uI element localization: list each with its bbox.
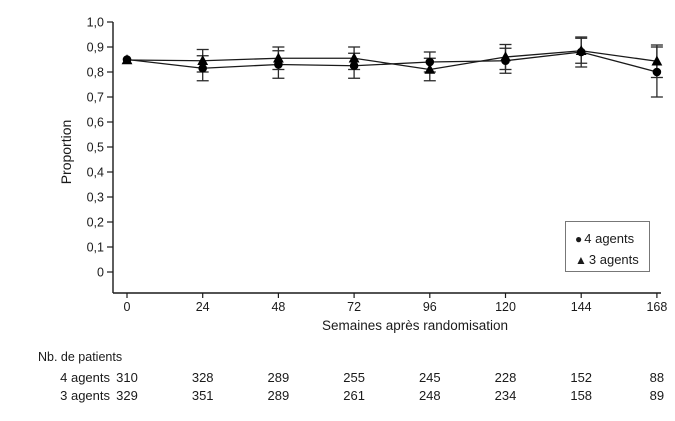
y-axis-title: Proportion [58,119,74,185]
filled-circle-icon: ● [575,231,583,246]
table-cell: 310 [116,370,138,385]
table-row-label: 3 agents [60,388,110,403]
x-tick-label: 96 [423,300,437,314]
table-row: 3 agents 329 351 289 261 248 234 158 89 [0,388,675,404]
table-cell: 328 [191,370,214,385]
table-cell: 261 [343,388,365,403]
markers-3-agents [121,44,663,74]
line-3-agents [126,50,657,71]
x-tick-label: 24 [196,300,210,314]
table-cell: 89 [649,388,665,403]
x-tick-label: 144 [571,300,592,314]
x-tick-label: 168 [646,300,667,314]
table-row-label: 4 agents [60,370,110,385]
y-tick-label: 1,0 [87,16,104,30]
y-tick-label: 0,9 [87,41,104,55]
y-tick-label: 0,8 [87,66,104,80]
table-cell: 351 [191,388,214,403]
table-cell: 152 [570,370,593,385]
filled-triangle-icon: ▲ [575,252,587,267]
x-tick-label: 72 [347,300,361,314]
table-cell: 289 [267,370,290,385]
y-tick-label: 0,6 [87,116,104,130]
x-tick-label: 48 [271,300,285,314]
table-cell: 158 [570,388,593,403]
legend-box: ● 4 agents ▲ 3 agents [565,221,650,272]
legend-item-3-agents: ▲ 3 agents [575,249,649,270]
y-tick-label: 0,2 [87,216,104,230]
y-tick-label: 0,1 [87,241,104,255]
proportion-line-chart: 0 0,1 0,2 0,3 0,4 0,5 0,6 0,7 0,8 0,9 1,0 0 24 48 72 96… [87,16,668,315]
x-tick-label: 0 [124,300,131,314]
table-cell: 289 [267,388,290,403]
table-cell: 248 [418,388,441,403]
table-cell: 329 [116,388,138,403]
x-tick-label: 120 [495,300,516,314]
x-ticks: 0 24 48 72 96 120 144 168 [124,293,667,314]
y-tick-label: 0 [97,266,104,280]
table-row: 4 agents 310 328 289 255 245 228 152 88 [0,370,675,386]
y-tick-label: 0,4 [87,166,104,180]
y-tick-label: 0,5 [87,141,104,155]
y-tick-label: 0,7 [87,91,104,105]
table-cell: 255 [343,370,365,385]
y-tick-label: 0,3 [87,191,104,205]
table-cell: 234 [494,388,517,403]
table-cell: 88 [649,370,665,385]
legend-item-4-agents: ● 4 agents [575,228,649,249]
legend-label: 4 agents [584,231,635,246]
patients-table-header: Nb. de patients [38,350,123,364]
markers-4-agents [122,47,662,77]
table-cell: 228 [494,370,517,385]
x-axis-title: Semaines après randomisation [321,318,509,333]
table-cell: 245 [418,370,441,385]
y-ticks: 0 0,1 0,2 0,3 0,4 0,5 0,6 0,7 0,8 0,9 1,0 [87,16,113,280]
legend-label: 3 agents [588,252,639,267]
axes [112,22,661,294]
